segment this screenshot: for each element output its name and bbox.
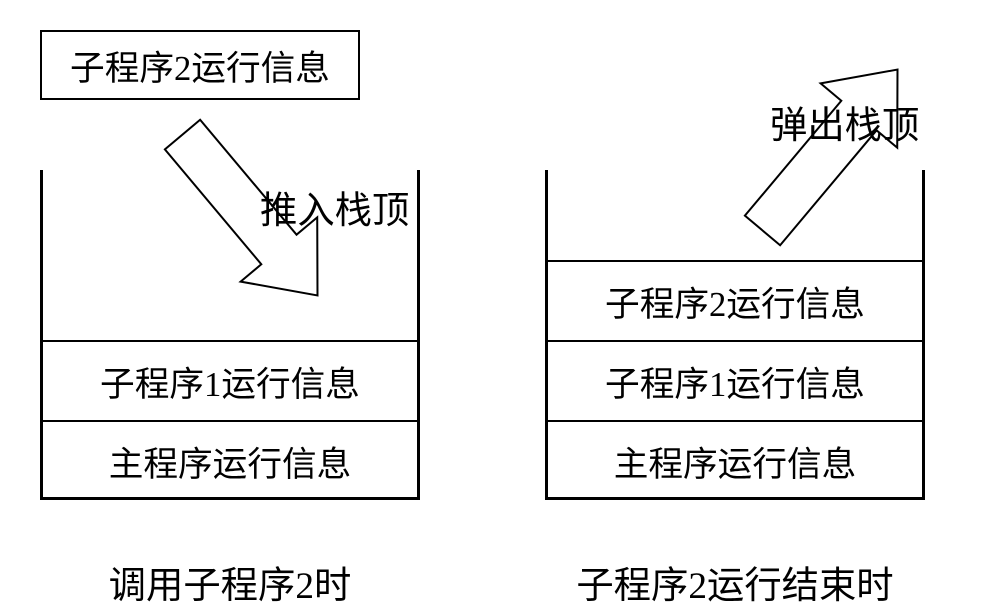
left-stack-row-1: 主程序运行信息 <box>43 420 417 500</box>
left-stack-row-0: 子程序1运行信息 <box>43 340 417 420</box>
right-stack-row-2-text: 主程序运行信息 <box>614 436 857 486</box>
push-label: 推入栈顶 <box>260 180 409 234</box>
right-caption: 子程序2运行结束时 <box>545 555 925 609</box>
right-stack-row-0: 子程序2运行信息 <box>548 260 922 340</box>
floating-subroutine2-box: 子程序2运行信息 <box>40 30 360 100</box>
diagram-canvas: 子程序2运行信息 子程序1运行信息主程序运行信息 子程序2运行信息子程序1运行信… <box>0 0 1000 605</box>
right-stack-row-2: 主程序运行信息 <box>548 420 922 500</box>
left-stack-row-0-text: 子程序1运行信息 <box>100 356 360 406</box>
pop-label: 弹出栈顶 <box>770 95 919 149</box>
right-stack-row-1: 子程序1运行信息 <box>548 340 922 420</box>
right-stack-row-1-text: 子程序1运行信息 <box>605 356 865 406</box>
left-caption: 调用子程序2时 <box>40 555 420 609</box>
floating-subroutine2-text: 子程序2运行信息 <box>70 40 330 90</box>
left-stack-row-1-text: 主程序运行信息 <box>109 436 352 486</box>
pop-arrow-icon <box>700 35 960 265</box>
right-stack-row-0-text: 子程序2运行信息 <box>605 276 865 326</box>
